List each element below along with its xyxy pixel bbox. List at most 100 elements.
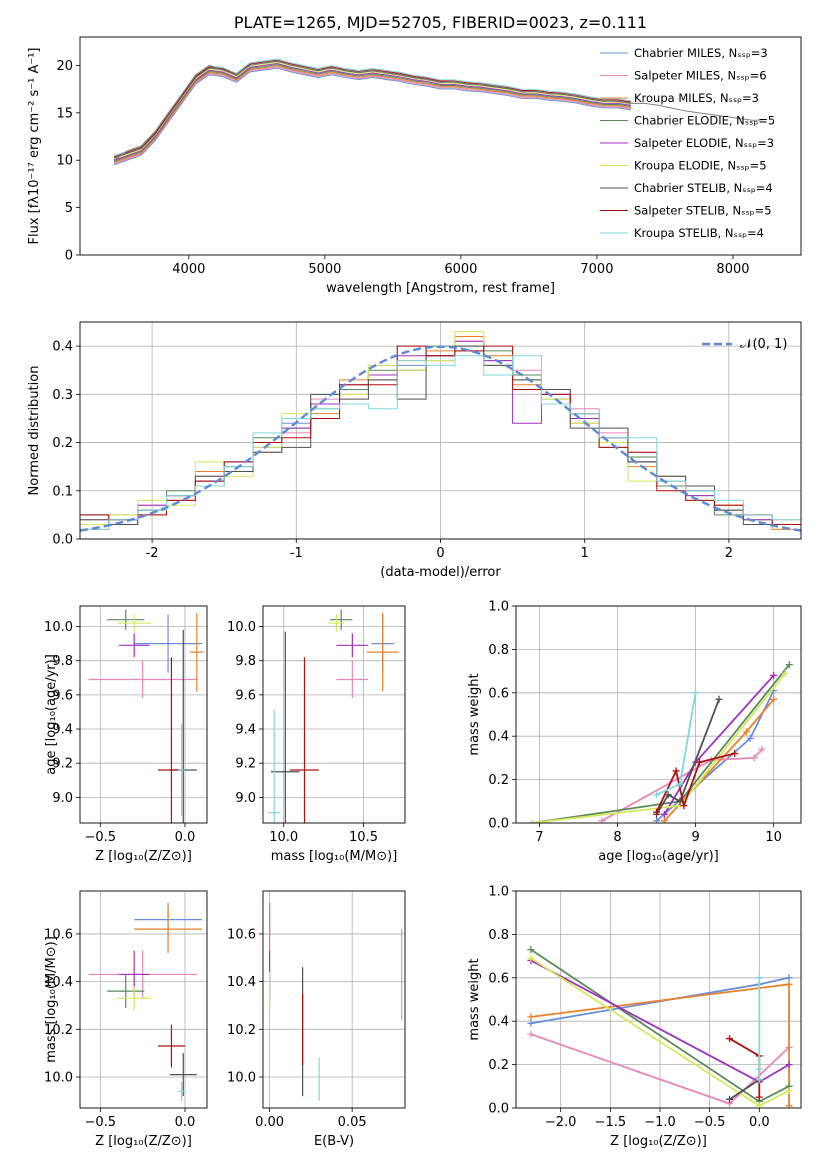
mass_vs_Z-panel: −0.5 0.0 10.0 10.2 10.4 10.6 Z [log₁₀(Z/Z⊙)] ma… [44,890,208,1149]
spectrum-frame [79,36,802,256]
weight-marker [726,1095,734,1103]
weight-marker [527,954,535,962]
x-tick-label: 0.05 [338,1115,367,1130]
y-tick-label: 9.2 [52,757,73,772]
x-tick-label: 0.0 [175,830,196,845]
weight-marker [785,1061,793,1069]
x-tick-label: 2 [725,546,733,561]
data-line [113,60,768,161]
mass_vs_ebv-panel: 0.00 0.05 10.0 10.2 10.4 10.6 E(B-V) [227,890,406,1149]
weight-line [531,664,790,823]
age_vs_mass-plot-area [267,609,399,823]
spectrum-plot-area [113,58,768,166]
histogram-step [80,355,801,530]
y-tick-label: 0.8 [488,643,509,658]
y-tick-label: 10.2 [44,1023,73,1038]
x-tick-label: −0.5 [85,1115,117,1130]
mass_vs_ebv-plot-area [269,902,403,1101]
weight-marker [742,728,750,736]
weight-marker [527,1030,535,1038]
x-tick-label: 0.0 [175,1115,196,1130]
weight-marker [731,750,739,758]
model-line [113,64,632,162]
weight_vs_age-frame [515,605,802,824]
weight-marker [598,817,606,823]
x-tick-label: 1 [581,546,589,561]
y-tick-label: 10.6 [44,927,73,942]
weight-marker [785,661,793,669]
y-tick-label: 0.4 [488,1015,509,1030]
x-tick-label: −1.5 [595,1115,627,1130]
model-line [113,65,632,163]
weight-line [729,1079,760,1101]
x-tick-label: 0.0 [749,1115,770,1130]
legend-entry: Chabrier MILES, Nₛₛₚ=3 [634,46,768,60]
legend-entry: Salpeter MILES, Nₛₛₚ=6 [634,69,767,83]
model-line [113,67,632,166]
y-axis-label: Normed distribution [27,366,42,496]
y-tick-label: 0.8 [488,928,509,943]
x-tick-label: -2 [146,546,159,561]
weight-marker [750,754,758,762]
x-axis-label: mass [log₁₀(M/M⊙)] [271,849,398,864]
weight-marker [755,974,763,982]
y-tick-label: 9.0 [235,791,256,806]
weight-marker [527,946,535,954]
y-tick-label: 1.0 [488,600,509,615]
x-axis-label: E(B-V) [314,1134,354,1149]
weight-marker [785,974,793,982]
weight-marker [785,1087,793,1095]
legend-entry: Chabrier ELODIE, Nₛₛₚ=5 [634,114,775,128]
weight-marker [680,802,688,810]
model-line [113,63,632,161]
spectrum-legend: Chabrier MILES, Nₛₛₚ=3 Salpeter MILES, Nₛ… [600,46,775,240]
y-tick-label: 0.4 [52,340,73,355]
x-axis-label: Z [log₁₀(Z/Z⊙)] [95,1134,192,1149]
x-tick-label: 0 [436,546,444,561]
y-tick-label: 0.0 [488,817,509,832]
age_vs_Z-frame [79,605,208,824]
weight-marker [653,791,661,799]
x-tick-label: −2.0 [545,1115,577,1130]
y-tick-label: 0.4 [488,730,509,745]
x-tick-label: 7000 [580,262,613,277]
weight-line [655,698,720,815]
chart-title: PLATE=1265, MJD=52705, FIBERID=0023, z=0… [234,13,647,32]
y-tick-label: 10.4 [44,975,73,990]
weight-marker [653,808,661,816]
x-tick-label: 5000 [308,262,341,277]
x-axis-label: (data-model)/error [380,565,501,580]
y-axis-label: Flux [fλ10⁻¹⁷ erg cm⁻² s⁻¹ A⁻¹] [27,48,42,245]
weight-marker [770,671,778,679]
y-axis-label: age [log₁₀(age/yr)] [44,654,59,775]
weight-marker [770,695,778,703]
weight-line [531,672,787,823]
residuals-panel: -2 -1 0 1 2 0.0 0.1 0.2 0.3 0.4 (data-model)/error… [27,321,802,580]
x-axis-label: Z [log₁₀(Z/Z⊙)] [95,849,192,864]
y-tick-label: 9.4 [235,723,256,738]
y-tick-label: 10.0 [227,620,256,635]
y-tick-label: 0.0 [52,533,73,548]
x-tick-label: -1 [290,546,303,561]
y-tick-label: 0.6 [488,686,509,701]
y-tick-label: 0.0 [488,1102,509,1117]
weight-marker [653,817,661,823]
age_vs_Z-plot-area [88,609,204,823]
y-tick-label: 10.6 [227,927,256,942]
model-line [113,59,632,158]
y-tick-label: 0.6 [488,971,509,986]
weight-marker [660,810,668,818]
y-tick-label: 0.1 [52,484,73,499]
weight_vs_age-plot-area [528,661,793,823]
weight-marker [758,745,766,753]
weight-marker [672,767,680,775]
y-tick-label: 10.0 [44,1071,73,1086]
age_vs_Z-panel: −0.5 0.0 9.0 9.2 9.4 9.6 9.8 10.0 Z [log₁₀(Z/Z⊙)… [44,605,208,864]
x-axis-label: Z [log₁₀(Z/Z⊙)] [610,1134,707,1149]
weight-marker [664,791,672,799]
y-tick-label: 9.6 [235,688,256,703]
weight-marker [755,1093,763,1101]
x-tick-label: 6000 [444,262,477,277]
mass_vs_ebv-frame [262,890,406,1109]
